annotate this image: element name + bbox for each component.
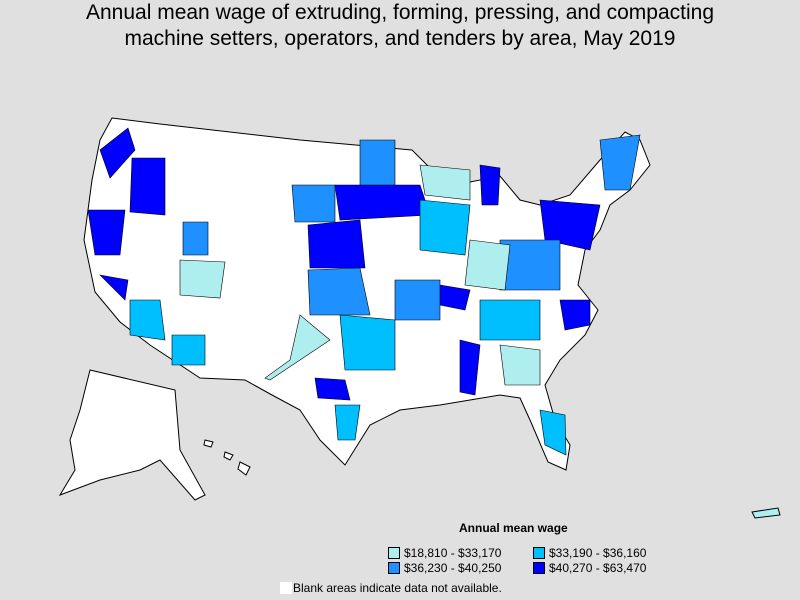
legend-swatch [533, 547, 545, 559]
area-sky [129, 299, 166, 341]
area-sky [479, 299, 541, 341]
area-sky [419, 199, 471, 256]
area-blue [99, 274, 129, 301]
area-dodger [599, 134, 641, 191]
area-blue [314, 377, 351, 401]
legend-swatch [533, 562, 545, 574]
blank-areas-note: Blank areas indicate data not available. [280, 581, 502, 595]
legend-label: $36,230 - $40,250 [404, 561, 502, 575]
area-dodger [394, 279, 441, 321]
note-text: Blank areas indicate data not available. [293, 581, 502, 595]
area-blue [334, 184, 431, 221]
area-blue [559, 299, 591, 331]
legend-item: $40,270 - $63,470 [533, 561, 646, 575]
area-dodger [359, 139, 396, 186]
legend-label: $40,270 - $63,470 [549, 561, 647, 575]
map-title: Annual mean wage of extruding, forming, … [0, 0, 800, 52]
area-blue [479, 164, 501, 206]
area-sky [539, 409, 567, 456]
legend-label: $18,810 - $33,170 [404, 546, 502, 560]
area-pale [499, 344, 541, 386]
legend-item: $33,190 - $36,160 [533, 546, 646, 560]
title-line-1: Annual mean wage of extruding, forming, … [85, 1, 715, 24]
area-blue [87, 209, 126, 256]
alaska [58, 369, 206, 501]
area-pale [464, 239, 511, 291]
area-pale [419, 164, 471, 201]
area-blue [539, 199, 601, 251]
title-line-2: machine setters, operators, and tenders … [124, 27, 676, 50]
area-blue [129, 157, 166, 216]
legend-swatch [388, 547, 400, 559]
area-blue [99, 127, 136, 179]
area-sky [171, 334, 206, 366]
area-dodger [307, 267, 371, 316]
wage-areas [87, 127, 641, 456]
area-dodger [291, 184, 336, 223]
area-pale [179, 259, 226, 299]
area-dodger [182, 221, 209, 256]
area-sky [334, 404, 361, 441]
legend-item: $36,230 - $40,250 [388, 561, 501, 575]
area-blue [459, 339, 481, 396]
legend-label: $33,190 - $36,160 [549, 546, 647, 560]
area-blue [307, 219, 366, 269]
legend-swatch [388, 562, 400, 574]
area-pale [264, 314, 331, 381]
legend-title: Annual mean wage [459, 521, 568, 535]
puerto-rico [751, 507, 781, 519]
hawaii [203, 439, 251, 476]
area-sky [339, 314, 396, 371]
legend-item: $18,810 - $33,170 [388, 546, 501, 560]
